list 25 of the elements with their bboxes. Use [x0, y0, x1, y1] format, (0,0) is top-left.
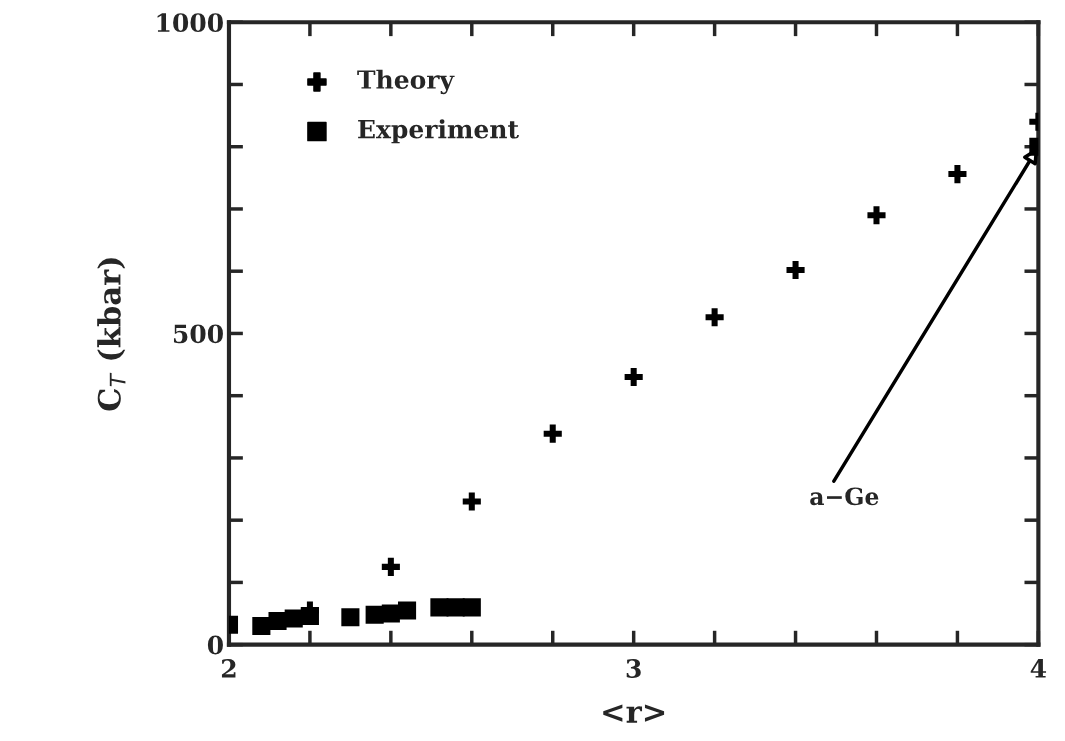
- x-tick-label: 4: [1030, 659, 1047, 678]
- y-tick-label: 1000: [157, 13, 223, 33]
- x-axis-title: <r>: [603, 704, 665, 723]
- point: [948, 165, 967, 184]
- point: [462, 492, 481, 511]
- y-tick-label: 500: [173, 324, 223, 344]
- point: [543, 424, 562, 443]
- point: [462, 598, 481, 617]
- y-axis-title: C$_{T}$ (kbar): [97, 258, 126, 411]
- legend-label: Experiment: [358, 119, 519, 144]
- point: [705, 308, 724, 327]
- point: [624, 367, 643, 387]
- legend-label: Theory: [357, 69, 455, 95]
- point: [786, 260, 805, 280]
- x-tick-label: 2: [221, 659, 236, 678]
- point: [268, 611, 287, 631]
- point: [284, 609, 303, 628]
- y-tick-label: 0: [207, 635, 223, 655]
- point: [381, 557, 400, 576]
- point: [397, 601, 417, 620]
- point: [341, 608, 360, 627]
- x-tick-label: 3: [626, 659, 641, 678]
- annotation: a−Ge: [810, 487, 879, 506]
- point: [867, 206, 886, 225]
- point: [381, 604, 400, 623]
